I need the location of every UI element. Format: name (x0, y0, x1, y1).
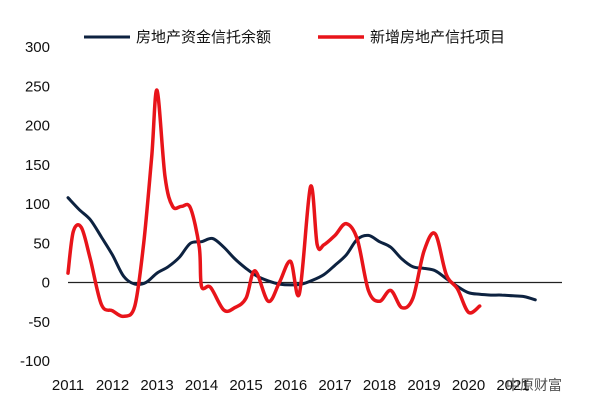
x-tick-label: 2013 (140, 377, 173, 394)
y-tick-label: -50 (28, 314, 50, 331)
y-tick-label: 200 (25, 118, 50, 135)
y-tick-label: 250 (25, 78, 50, 95)
x-tick-label: 2015 (229, 377, 262, 394)
legend-label-2: 新增房地产信托项目 (370, 28, 505, 46)
x-tick-label: 2012 (96, 377, 129, 394)
y-tick-label: -100 (20, 353, 50, 370)
x-tick-label: 2019 (407, 377, 440, 394)
series-line-2 (66, 88, 482, 319)
x-tick-label: 2017 (318, 377, 351, 394)
y-tick-label: 100 (25, 196, 50, 213)
x-tick-label: 2016 (274, 377, 307, 394)
watermark-logo: 中原财富 (506, 377, 562, 394)
y-tick-label: 0 (42, 275, 50, 292)
y-tick-label: 50 (33, 235, 50, 252)
y-tick-label: 150 (25, 157, 50, 174)
x-tick-label: 2020 (452, 377, 485, 394)
series-group (66, 88, 537, 319)
x-tick-label: 2014 (185, 377, 218, 394)
x-axis: 2011 2012 2013 2014 2015 2016 2017 2018 2019 2020… (52, 377, 530, 394)
x-tick-label: 2018 (363, 377, 396, 394)
legend-label-1: 房地产资金信托余额 (136, 28, 271, 46)
legend: 房地产资金信托余额 新增房地产信托项目 (84, 28, 505, 46)
x-tick-label: 2011 (52, 377, 84, 394)
y-tick-label: 300 (25, 39, 50, 56)
y-axis: 300 250 200 150 100 50 0 -50 -100 (20, 39, 50, 370)
x-tick-label: 2021 (496, 377, 529, 394)
